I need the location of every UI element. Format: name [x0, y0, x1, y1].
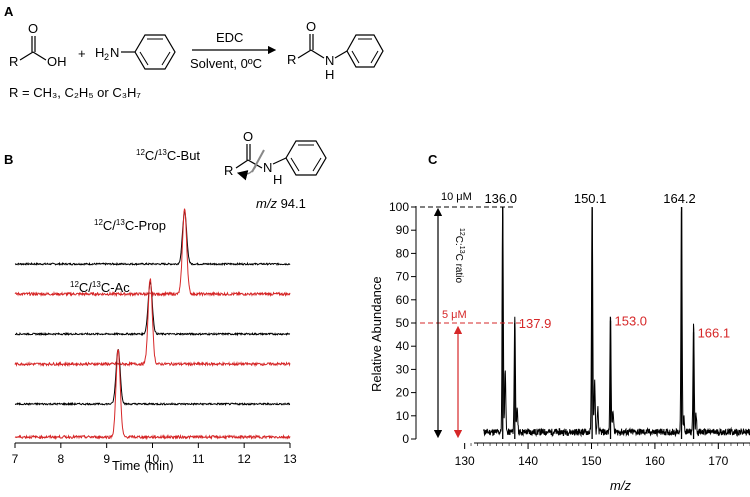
fragment-r-label: R	[224, 163, 233, 178]
panel-b-x-tick-label: 9	[103, 452, 110, 466]
conc-low-label: 5 μM	[442, 309, 467, 321]
chromatogram-trace-2	[14, 208, 291, 298]
chromatogram-trace-4	[14, 278, 291, 368]
panel-c-y-tick-label: 0	[402, 432, 409, 446]
fragment-mz-prefix: m/z	[256, 196, 277, 211]
peak-label-ac-end: C-Ac	[101, 280, 130, 295]
product-r-label: R	[287, 52, 296, 67]
peak-label-prop-sup1: 12	[94, 218, 103, 227]
ratio-label: 12C:13C ratio	[453, 228, 465, 283]
peak-label-153.0: 153.0	[615, 314, 648, 329]
product-h-label: H	[325, 67, 334, 82]
panel-c-x-tick-label: 160	[645, 454, 665, 468]
chromatogram-trace-5	[14, 349, 291, 407]
peak-label-164.2: 164.2	[663, 191, 696, 206]
fragment-h-label: H	[273, 172, 282, 187]
peak-label-ac-mid: C/	[79, 280, 92, 295]
carboxylic-acid-structure: O R OH	[9, 21, 67, 69]
panel-c-x-tick-label: 170	[708, 454, 728, 468]
reaction-arrow: EDC Solvent, 0ºC	[190, 30, 277, 71]
panel-b-x-tick-label: 11	[192, 452, 205, 466]
panel-c-y-tick-label: 40	[396, 339, 410, 353]
peak-label-prop-end: C-Prop	[125, 218, 166, 233]
ratio-mid: C:	[453, 236, 464, 246]
fragment-mz-value: 94.1	[281, 196, 306, 211]
chromatogram-traces	[14, 208, 291, 441]
peak-label-166.1: 166.1	[698, 325, 731, 340]
peak-label-prop: 12C/13C-Prop	[94, 218, 166, 233]
amine-sub-label: 2	[104, 52, 109, 62]
cleavage-arrow	[236, 165, 257, 181]
peak-label-prop-sup2: 13	[116, 218, 125, 227]
peak-label-ac-sup1: 12	[70, 280, 79, 289]
panel-c-y-tick-label: 30	[396, 362, 410, 376]
reagent-label: EDC	[216, 30, 243, 45]
fragment-n-label: N	[263, 160, 272, 175]
acid-oh-label: OH	[47, 54, 67, 69]
panel-c-y-tick-label: 100	[389, 200, 409, 214]
panel-c-label: C	[428, 152, 438, 167]
conc-high-label: 10 μM	[441, 191, 472, 203]
peak-label-ac-sup2: 13	[92, 280, 101, 289]
panel-c-y-tick-label: 50	[396, 316, 410, 330]
amide-product-structure: O R N H	[287, 19, 384, 82]
panel-c-y-tick-label: 70	[396, 270, 410, 284]
panel-b-label: B	[4, 152, 13, 167]
panel-c-y-tick-label: 60	[396, 293, 410, 307]
panel-b-x-ticks: 7 8 9 10 11 12 13	[12, 443, 297, 466]
conditions-label: Solvent, 0ºC	[190, 56, 262, 71]
panel-c-y-tick-label: 10	[396, 409, 410, 423]
ratio-sup2: 13	[458, 246, 465, 254]
amine-n-label: N	[110, 45, 119, 60]
fragment-mz-label: m/z 94.1	[256, 196, 306, 211]
peak-label-137.9: 137.9	[519, 316, 552, 331]
product-n-label: N	[325, 53, 334, 68]
peak-label-but-mid: C/	[145, 148, 158, 163]
peak-label-but: 12C/13C-But	[136, 148, 200, 163]
panel-b-x-tick-label: 13	[283, 452, 297, 466]
panel-c-x-ticks: 130 140 150 160 170	[455, 443, 750, 468]
panel-b-x-tick-label: 10	[146, 452, 160, 466]
acid-oxygen-label: O	[28, 21, 38, 36]
acid-r-label: R	[9, 54, 18, 69]
plus-sign: +	[78, 46, 86, 61]
panel-c-x-tick-label: 140	[518, 454, 538, 468]
amine-h-label: H	[95, 45, 104, 60]
peak-label-150.1: 150.1	[574, 191, 607, 206]
panel-c-y-ticks: 0 10 20 30 40 50 60 70 80 90 100	[389, 200, 416, 446]
panel-c-peak-labels: 136.0 137.9 150.1 153.0 164.2 166.1	[484, 191, 730, 340]
panel-c-y-tick-label: 20	[396, 386, 410, 400]
panel-c-x-label: m/z	[610, 478, 631, 493]
panel-b-x-tick-label: 12	[237, 452, 251, 466]
ratio-sup1: 12	[458, 228, 465, 236]
aniline-structure: H 2 N	[95, 34, 176, 70]
peak-label-but-sup2: 13	[158, 148, 167, 157]
panel-b-x-tick-label: 8	[57, 452, 64, 466]
ratio-end: C ratio	[453, 254, 464, 284]
panel-c-x-tick-label: 150	[581, 454, 601, 468]
peak-label-prop-mid: C/	[103, 218, 116, 233]
panel-a-label: A	[4, 4, 14, 19]
peak-label-but-end: C-But	[167, 148, 201, 163]
spectrum-trace	[483, 206, 750, 438]
panel-b-x-tick-label: 7	[12, 452, 19, 466]
panel-b-x-label: Time (min)	[112, 458, 174, 473]
fragment-structure: O R N H m/z 94.1	[224, 129, 327, 211]
panel-c-x-tick-label: 130	[455, 454, 475, 468]
fragment-oxygen-label: O	[243, 129, 253, 144]
r-definition: R = CH₃, C₂H₅ or C₃H₇	[9, 85, 141, 100]
panel-c-y-label: Relative Abundance	[369, 276, 384, 392]
panel-c-y-tick-label: 90	[396, 223, 410, 237]
chromatogram-trace-1	[14, 209, 291, 267]
peak-label-136.0: 136.0	[484, 191, 517, 206]
peak-label-ac: 12C/13C-Ac	[70, 280, 130, 295]
panel-c-y-tick-label: 80	[396, 246, 410, 260]
chromatogram-trace-3	[14, 280, 291, 337]
peak-label-but-sup1: 12	[136, 148, 145, 157]
product-oxygen-label: O	[306, 19, 316, 34]
chromatogram-trace-6	[14, 349, 291, 441]
